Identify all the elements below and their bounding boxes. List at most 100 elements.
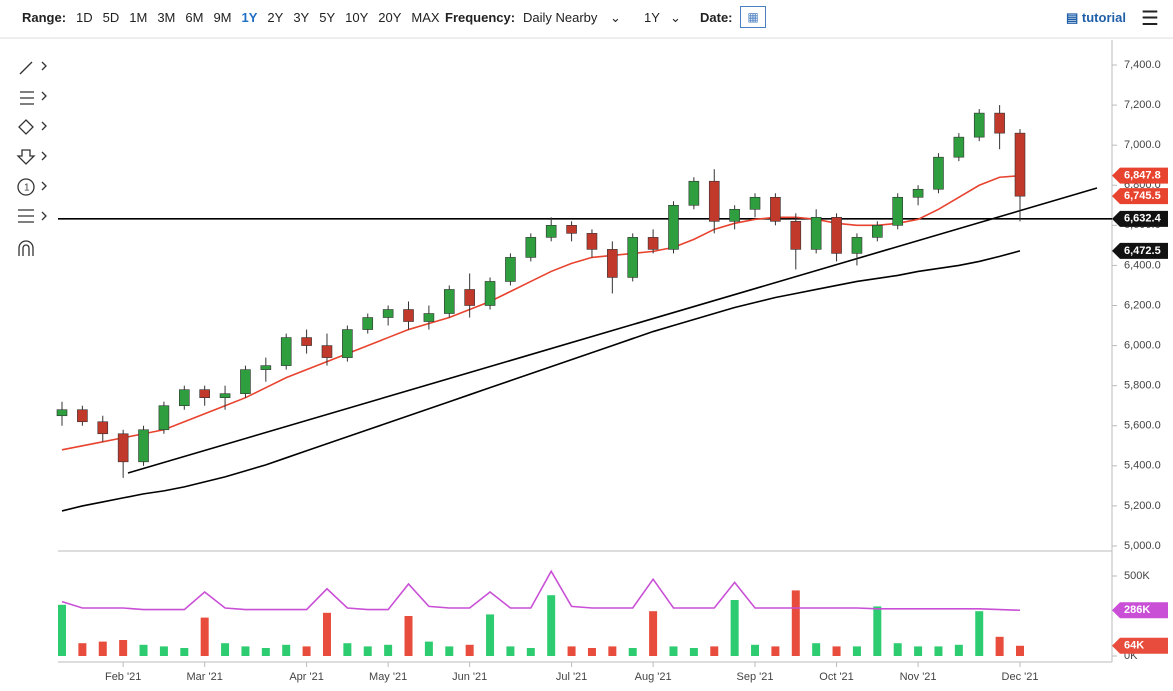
volume-bar bbox=[710, 646, 719, 656]
range-button[interactable]: 3M bbox=[157, 10, 176, 25]
tool-line[interactable] bbox=[19, 61, 33, 75]
candle-body bbox=[403, 309, 414, 322]
range-button[interactable]: 1M bbox=[129, 10, 148, 25]
candle-body bbox=[647, 237, 659, 250]
candle-body bbox=[790, 221, 802, 250]
drawing-tools[interactable] bbox=[16, 61, 47, 256]
candle-body bbox=[770, 196, 781, 222]
candle-body bbox=[464, 289, 475, 306]
volume-bar bbox=[547, 595, 556, 656]
volume-bar bbox=[954, 644, 963, 656]
price-tag bbox=[1112, 210, 1168, 227]
range-button[interactable]: 5D bbox=[102, 10, 120, 25]
volume-bar bbox=[343, 643, 352, 656]
x-tick-label: Aug '21 bbox=[635, 671, 672, 683]
candle-body bbox=[362, 317, 374, 330]
range-buttons: 1D 5D 1M 3M 6M 9M 1Y 2Y 3Y 5Y 10Y 20Y MAX bbox=[76, 10, 440, 25]
volume-bar bbox=[852, 646, 861, 656]
volume-bar bbox=[200, 617, 209, 656]
range-button[interactable]: 5Y bbox=[319, 10, 336, 25]
volume-bar bbox=[649, 611, 658, 656]
price-tag bbox=[1112, 637, 1168, 654]
candle-body bbox=[158, 405, 170, 431]
volume-bar bbox=[689, 648, 698, 656]
candle-body bbox=[872, 225, 883, 238]
candle-body bbox=[729, 209, 740, 222]
chevron: ⌄ bbox=[670, 10, 681, 25]
range-button[interactable]: 1D bbox=[76, 10, 93, 25]
range-button[interactable]: 6M bbox=[185, 10, 204, 25]
tutorial-link[interactable]: ▤ tutorial bbox=[1066, 10, 1126, 25]
candle-body bbox=[627, 237, 639, 278]
candle-body bbox=[301, 337, 312, 346]
candle-body bbox=[443, 289, 455, 314]
period-select[interactable]: 1Y bbox=[644, 10, 660, 25]
volume-bar bbox=[975, 611, 984, 656]
candle-body bbox=[708, 180, 720, 222]
range-button[interactable]: 20Y bbox=[378, 10, 402, 25]
candle-body bbox=[586, 233, 598, 250]
candle-body bbox=[953, 136, 965, 158]
y-tick-label: 5,800.0 bbox=[1124, 380, 1161, 392]
range-button[interactable]: 9M bbox=[213, 10, 232, 25]
x-tick-label: Nov '21 bbox=[900, 671, 937, 683]
y-tick-label: 7,400.0 bbox=[1124, 59, 1161, 71]
range-button[interactable]: 3Y bbox=[293, 10, 310, 25]
candle-body bbox=[607, 249, 618, 278]
volume-bar bbox=[812, 643, 821, 656]
candle-body bbox=[342, 329, 353, 358]
range-button[interactable]: 1Y bbox=[241, 10, 258, 25]
candle-body bbox=[280, 337, 292, 366]
candle-body bbox=[240, 369, 251, 394]
range-button[interactable]: 10Y bbox=[345, 10, 369, 25]
calendar-button[interactable]: ▦ bbox=[740, 6, 766, 28]
volume-bar bbox=[445, 646, 454, 656]
y-tick-label: 6,400.0 bbox=[1124, 259, 1161, 271]
candle-body bbox=[545, 225, 557, 238]
volume-bar bbox=[587, 648, 596, 656]
candle-body bbox=[199, 389, 210, 398]
volume-bar bbox=[506, 646, 515, 656]
candle-body bbox=[97, 421, 109, 435]
volume-bar bbox=[934, 646, 943, 656]
candle-body bbox=[668, 204, 679, 250]
volume-bar bbox=[465, 644, 474, 656]
candle-body bbox=[1014, 132, 1026, 197]
frequency-label: Frequency: bbox=[445, 10, 516, 25]
y-tick-label: 6,000.0 bbox=[1124, 339, 1161, 351]
candle-body bbox=[138, 429, 149, 463]
candle-body bbox=[688, 180, 700, 206]
y-tick-label: 7,000.0 bbox=[1124, 139, 1161, 151]
volume-tick-label: 500K bbox=[1124, 570, 1150, 582]
x-tick-label: Sep '21 bbox=[737, 671, 774, 683]
candle-body bbox=[973, 112, 985, 138]
volume-bar bbox=[261, 648, 270, 656]
range-button[interactable]: MAX bbox=[411, 10, 440, 25]
candle-body bbox=[321, 345, 333, 358]
volume-bar bbox=[282, 644, 291, 656]
range-button[interactable]: 2Y bbox=[267, 10, 284, 25]
tutorial-text: tutorial bbox=[1081, 10, 1126, 25]
volume-bar bbox=[914, 646, 923, 656]
moving-average bbox=[61, 250, 1021, 512]
candle-body bbox=[566, 225, 577, 234]
candle-body bbox=[933, 156, 944, 190]
price-tag bbox=[1112, 602, 1168, 619]
volume-bar bbox=[241, 646, 250, 656]
volume-bar bbox=[58, 604, 66, 656]
candle-body bbox=[382, 309, 394, 318]
candle-body bbox=[912, 188, 924, 198]
menu-button[interactable]: ☰ bbox=[1141, 8, 1159, 30]
price-tag bbox=[1112, 242, 1168, 259]
candle-body bbox=[484, 281, 496, 306]
candle-body bbox=[994, 112, 1005, 134]
volume-bar bbox=[873, 606, 882, 656]
frequency-select[interactable]: Daily Nearby bbox=[523, 10, 598, 25]
y-tick-label: 6,200.0 bbox=[1124, 299, 1161, 311]
volume-bar bbox=[404, 616, 413, 656]
candle-body bbox=[219, 393, 231, 398]
volume-bar bbox=[995, 636, 1004, 656]
tool-number: 1 bbox=[24, 183, 30, 194]
